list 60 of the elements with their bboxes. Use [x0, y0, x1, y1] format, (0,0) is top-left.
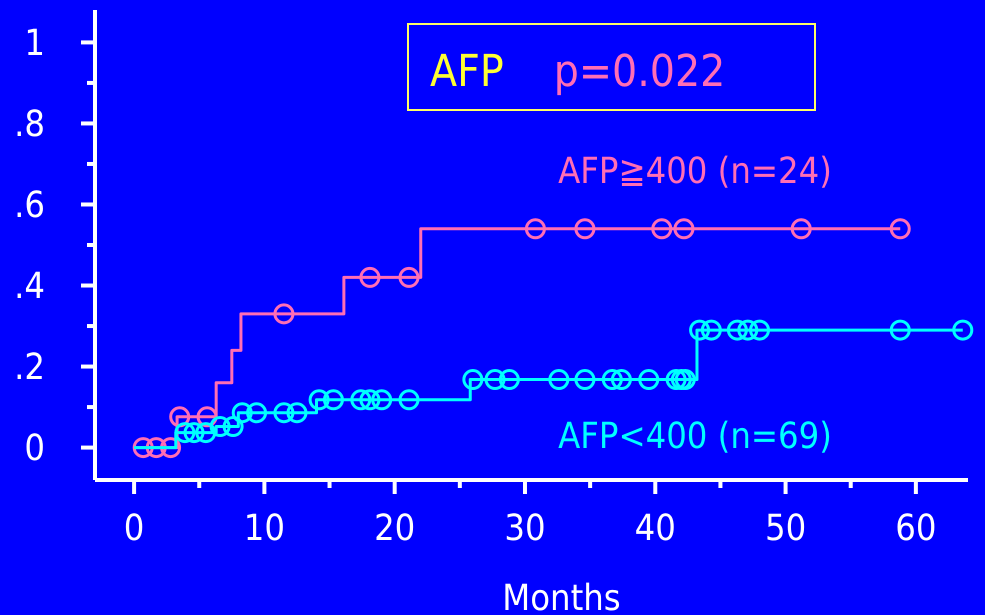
point: [286, 402, 308, 424]
point: [371, 389, 392, 410]
y-tick-label: .2: [14, 347, 45, 388]
point: [749, 320, 770, 341]
point: [666, 369, 687, 390]
point: [700, 320, 722, 341]
point: [462, 369, 484, 390]
point: [574, 218, 596, 240]
series-label: AFP≧400 (n=24): [558, 151, 832, 192]
text: p=0.022: [554, 46, 726, 97]
point: [246, 402, 268, 424]
point: [689, 320, 710, 341]
point: [273, 402, 294, 424]
text: AFP: [430, 46, 504, 97]
point: [651, 218, 672, 240]
point: [498, 369, 520, 390]
point: [308, 389, 330, 410]
point: [322, 389, 344, 410]
point: [184, 422, 205, 444]
point: [737, 320, 758, 341]
point: [210, 416, 231, 438]
x-tick-label: 40: [634, 508, 676, 549]
point: [638, 369, 660, 390]
point: [674, 369, 696, 390]
point: [222, 416, 244, 438]
x-tick-label: 10: [244, 508, 285, 549]
point: [398, 389, 420, 410]
point: [548, 369, 570, 390]
point: [273, 303, 294, 324]
point: [952, 320, 974, 341]
point: [610, 369, 632, 390]
x-tick-label: 30: [504, 508, 546, 549]
point: [232, 402, 253, 424]
y-tick-label: 1: [24, 23, 45, 64]
x-tick-label: 60: [895, 508, 936, 549]
x-tick-label: 20: [374, 508, 416, 549]
series-label: AFP<400 (n=69): [558, 416, 832, 457]
point: [484, 369, 506, 390]
point: [670, 369, 692, 390]
point: [195, 422, 216, 444]
point: [359, 389, 380, 410]
x-tick-label: 0: [124, 508, 144, 549]
point: [890, 218, 911, 240]
point: [790, 218, 812, 240]
point: [350, 389, 372, 410]
y-tick-label: 0: [24, 428, 45, 470]
point: [726, 320, 748, 341]
point: [174, 422, 196, 444]
point: [398, 266, 420, 288]
point: [359, 266, 380, 288]
y-tick-label: .6: [14, 185, 45, 226]
x-tick-label: 50: [764, 508, 806, 549]
y-tick-label: .8: [14, 104, 45, 146]
point: [673, 218, 694, 240]
point: [524, 218, 546, 240]
point: [602, 369, 623, 390]
y-tick-label: .4: [14, 266, 45, 308]
x-axis-title: Months: [502, 578, 621, 615]
point: [890, 320, 911, 341]
point: [574, 369, 596, 390]
